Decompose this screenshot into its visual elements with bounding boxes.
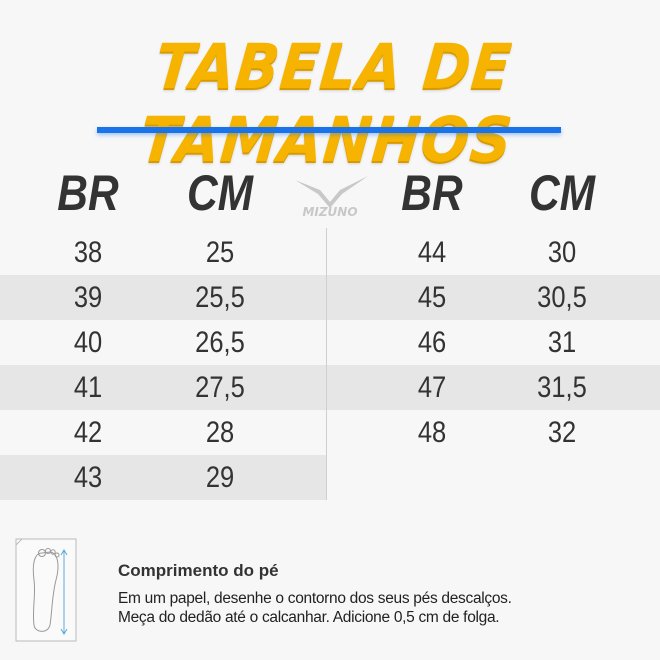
row-stripe — [0, 275, 660, 320]
header-br-right: BR — [401, 165, 463, 221]
cm-cell: 32 — [547, 416, 577, 449]
mizuno-logo: MIZUNO — [295, 176, 368, 217]
br-cell: 41 — [73, 371, 103, 404]
title-underline — [97, 127, 561, 133]
foot-length-title: Comprimento do pé — [118, 561, 279, 580]
br-cell: 43 — [73, 461, 103, 494]
cm-cell: 25,5 — [195, 281, 245, 314]
table-divider — [326, 228, 327, 500]
svg-text:MIZUNO: MIZUNO — [302, 205, 357, 217]
instruction-line: Meça do dedão até o calcanhar. Adicione … — [118, 609, 500, 626]
br-cell: 46 — [417, 326, 447, 359]
br-cell: 38 — [73, 236, 103, 269]
instruction-line: Em um papel, desenhe o contorno dos seus… — [118, 590, 512, 607]
cm-cell: 25 — [205, 236, 235, 269]
row-stripe — [0, 365, 660, 410]
br-cell: 45 — [417, 281, 447, 314]
br-cell: 40 — [73, 326, 103, 359]
cm-cell: 26,5 — [195, 326, 245, 359]
cm-cell: 31 — [547, 326, 577, 359]
br-cell: 42 — [73, 416, 103, 449]
page-title: TABELA DE TAMANHOS — [136, 30, 516, 176]
row-stripe — [0, 455, 326, 500]
cm-cell: 31,5 — [537, 371, 587, 404]
cm-cell: 29 — [205, 461, 235, 494]
cm-cell: 30 — [547, 236, 577, 269]
br-cell: 48 — [417, 416, 447, 449]
br-cell: 44 — [417, 236, 447, 269]
cm-cell: 27,5 — [195, 371, 245, 404]
foot-length-instructions: Em um papel, desenhe o contorno dos seus… — [118, 589, 512, 627]
header-br-left: BR — [57, 165, 119, 221]
header-cm-right: CM — [528, 165, 596, 221]
cm-cell: 28 — [205, 416, 235, 449]
br-cell: 39 — [73, 281, 103, 314]
header-cm-left: CM — [186, 165, 254, 221]
cm-cell: 30,5 — [537, 281, 587, 314]
foot-measure-icon — [15, 538, 77, 642]
br-cell: 47 — [417, 371, 447, 404]
